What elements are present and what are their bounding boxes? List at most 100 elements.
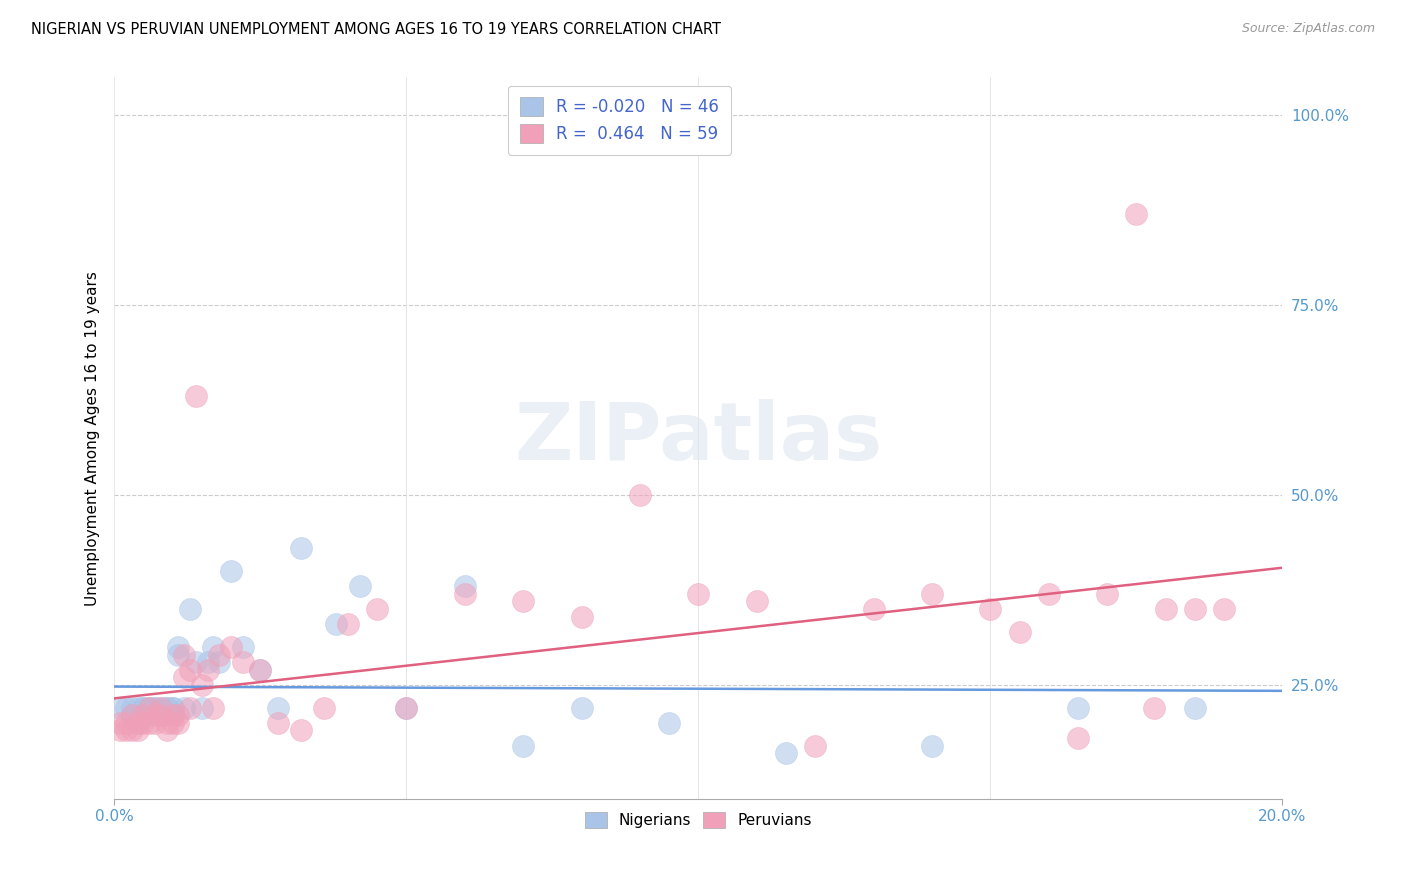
Point [143, 700, 166, 714]
Point [156, 700, 179, 714]
Point [179, 700, 201, 714]
Point [143, 715, 166, 730]
Point [156, 723, 179, 738]
Point [202, 640, 225, 654]
Point [149, 708, 172, 723]
Point [173, 670, 195, 684]
Point [149, 708, 172, 723]
Text: Source: ZipAtlas.com: Source: ZipAtlas.com [1241, 22, 1375, 36]
Point [162, 700, 184, 714]
Point [1067, 700, 1090, 714]
Point [138, 700, 160, 714]
Point [775, 746, 797, 760]
Point [1008, 624, 1031, 639]
Point [108, 700, 131, 714]
Point [132, 708, 155, 723]
Point [156, 715, 179, 730]
Point [349, 579, 371, 593]
Point [453, 587, 475, 601]
Point [143, 708, 166, 723]
Point [132, 715, 155, 730]
Point [314, 700, 336, 714]
Point [108, 715, 131, 730]
Point [745, 594, 768, 608]
Point [325, 617, 347, 632]
Point [162, 708, 184, 723]
Point [512, 594, 534, 608]
Point [138, 715, 160, 730]
Point [290, 541, 312, 556]
Point [658, 715, 681, 730]
Point [1184, 602, 1206, 616]
Point [267, 700, 290, 714]
Text: ZIPatlas: ZIPatlas [515, 399, 883, 477]
Point [1143, 700, 1166, 714]
Point [232, 640, 254, 654]
Point [208, 648, 231, 662]
Point [1213, 602, 1236, 616]
Point [232, 655, 254, 669]
Text: NIGERIAN VS PERUVIAN UNEMPLOYMENT AMONG AGES 16 TO 19 YEARS CORRELATION CHART: NIGERIAN VS PERUVIAN UNEMPLOYMENT AMONG … [31, 22, 721, 37]
Point [132, 700, 155, 714]
Point [143, 700, 166, 714]
Point [1125, 207, 1147, 221]
Point [173, 700, 195, 714]
Point [121, 723, 143, 738]
Point [167, 708, 190, 723]
Point [127, 715, 149, 730]
Point [132, 708, 155, 723]
Point [395, 700, 418, 714]
Point [290, 723, 312, 738]
Point [921, 587, 943, 601]
Point [149, 700, 172, 714]
Point [862, 602, 884, 616]
Point [127, 700, 149, 714]
Point [138, 700, 160, 714]
Point [202, 700, 225, 714]
Point [156, 700, 179, 714]
Point [167, 648, 190, 662]
Legend: Nigerians, Peruvians: Nigerians, Peruvians [579, 805, 818, 835]
Point [804, 739, 827, 753]
Point [173, 648, 195, 662]
Point [127, 723, 149, 738]
Point [1154, 602, 1177, 616]
Point [108, 723, 131, 738]
Point [219, 564, 242, 578]
Point [184, 655, 207, 669]
Point [138, 700, 160, 714]
Y-axis label: Unemployment Among Ages 16 to 19 years: Unemployment Among Ages 16 to 19 years [86, 270, 100, 606]
Point [197, 663, 219, 677]
Point [1067, 731, 1090, 745]
Point [121, 708, 143, 723]
Point [115, 700, 138, 714]
Point [921, 739, 943, 753]
Point [179, 663, 201, 677]
Point [132, 700, 155, 714]
Point [628, 488, 651, 502]
Point [162, 715, 184, 730]
Point [179, 602, 201, 616]
Point [571, 609, 593, 624]
Point [149, 700, 172, 714]
Point [249, 663, 271, 677]
Point [121, 708, 143, 723]
Point [191, 678, 214, 692]
Point [191, 700, 214, 714]
Point [115, 715, 138, 730]
Point [267, 715, 290, 730]
Point [1038, 587, 1060, 601]
Point [249, 663, 271, 677]
Point [197, 655, 219, 669]
Point [167, 715, 190, 730]
Point [453, 579, 475, 593]
Point [208, 655, 231, 669]
Point [571, 700, 593, 714]
Point [121, 700, 143, 714]
Point [138, 708, 160, 723]
Point [688, 587, 710, 601]
Point [512, 739, 534, 753]
Point [336, 617, 359, 632]
Point [127, 715, 149, 730]
Point [219, 640, 242, 654]
